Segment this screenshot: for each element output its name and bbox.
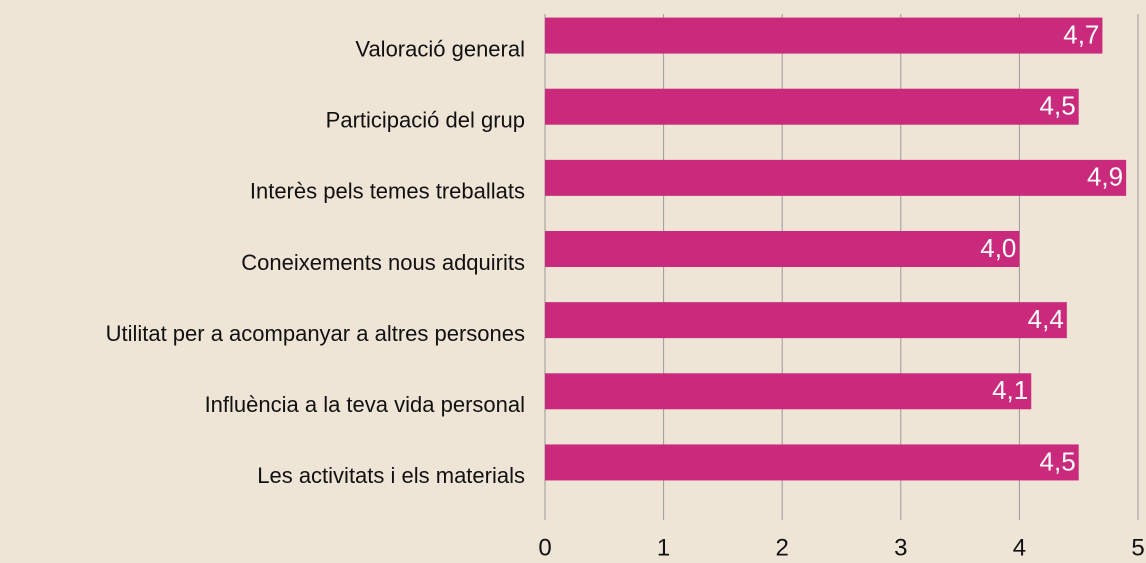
value-label: 4,9 bbox=[1087, 162, 1123, 192]
x-tick-label: 5 bbox=[1131, 534, 1144, 561]
x-tick-label: 0 bbox=[538, 534, 551, 561]
value-label: 4,1 bbox=[992, 375, 1028, 405]
bar bbox=[545, 159, 1127, 196]
y-tick-label: Participació del grup bbox=[326, 108, 525, 133]
y-tick-label: Interès pels temes treballats bbox=[250, 179, 525, 204]
value-label: 4,0 bbox=[980, 233, 1016, 263]
x-tick-label: 1 bbox=[657, 534, 670, 561]
x-tick-label: 4 bbox=[1013, 534, 1026, 561]
bar bbox=[545, 444, 1079, 481]
y-tick-label: Utilitat per a acompanyar a altres perso… bbox=[106, 321, 525, 346]
x-tick-label: 2 bbox=[776, 534, 789, 561]
value-label: 4,5 bbox=[1040, 446, 1076, 476]
bar bbox=[545, 88, 1079, 125]
value-label: 4,7 bbox=[1063, 19, 1099, 49]
y-tick-label: Influència a la teva vida personal bbox=[205, 392, 525, 417]
bar bbox=[545, 231, 1020, 267]
bar bbox=[545, 302, 1067, 339]
y-tick-label: Les activitats i els materials bbox=[257, 463, 525, 488]
y-tick-label: Valoració general bbox=[355, 36, 525, 61]
bar bbox=[545, 17, 1103, 54]
value-label: 4,4 bbox=[1028, 304, 1064, 334]
value-label: 4,5 bbox=[1040, 91, 1076, 121]
x-tick-label: 3 bbox=[894, 534, 907, 561]
y-tick-label: Coneixements nous adquirits bbox=[241, 250, 525, 275]
bar bbox=[545, 373, 1032, 410]
